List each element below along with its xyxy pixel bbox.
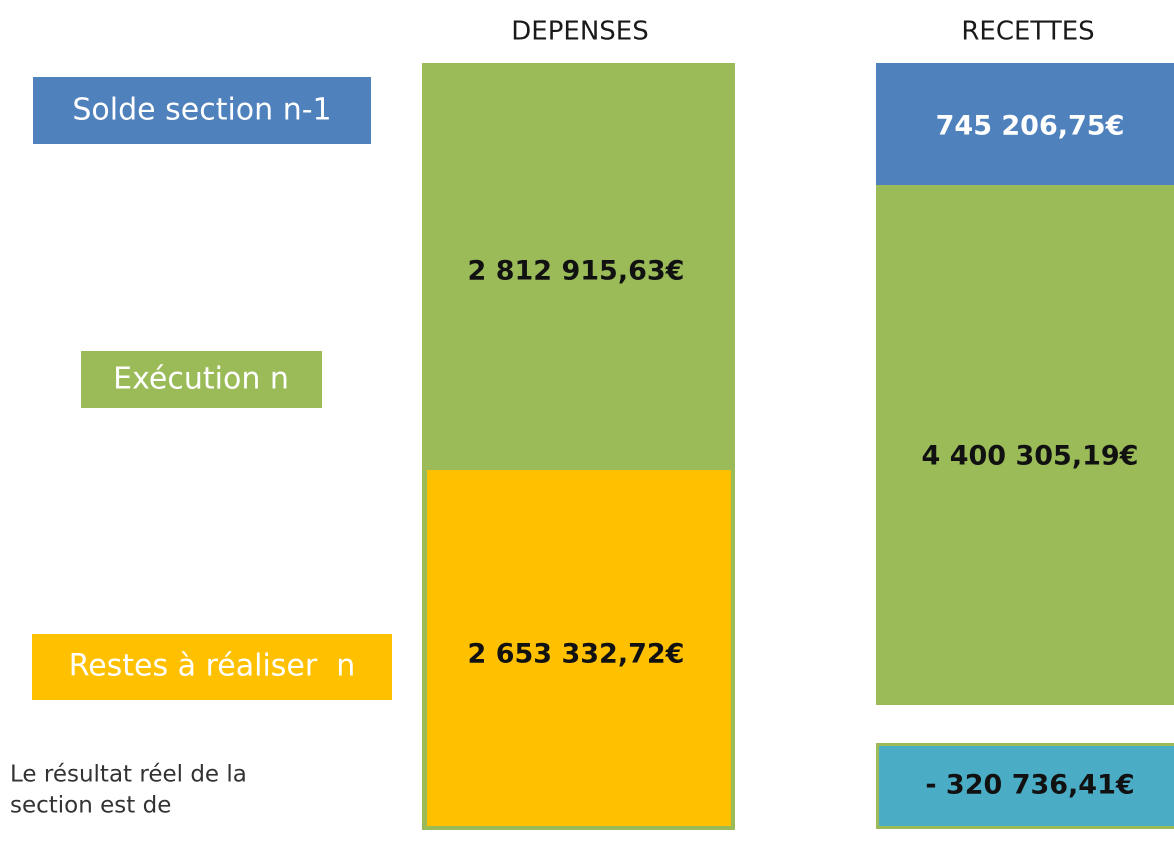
solde-block [876,63,1174,185]
resultat-block [876,743,1174,829]
value: - 320 736,41€ [925,770,1134,801]
column-title: DEPENSES [511,17,648,47]
label-box [32,634,392,700]
label-box [33,77,371,144]
column-title: RECETTES [961,17,1094,47]
restes-block [427,470,731,826]
value: 2 812 915,63€ [468,256,685,287]
note-line: Le résultat réel de la [10,762,247,788]
note-line: section est de [10,793,171,819]
value: 4 400 305,19€ [922,441,1139,472]
value: 745 206,75€ [936,111,1125,142]
execution-block [876,185,1174,705]
label: Exécution n [113,362,289,397]
label: Solde section n-1 [72,93,331,128]
label-box [81,351,322,408]
value: 2 653 332,72€ [468,639,685,670]
label: Restes à réaliser n [69,649,356,684]
